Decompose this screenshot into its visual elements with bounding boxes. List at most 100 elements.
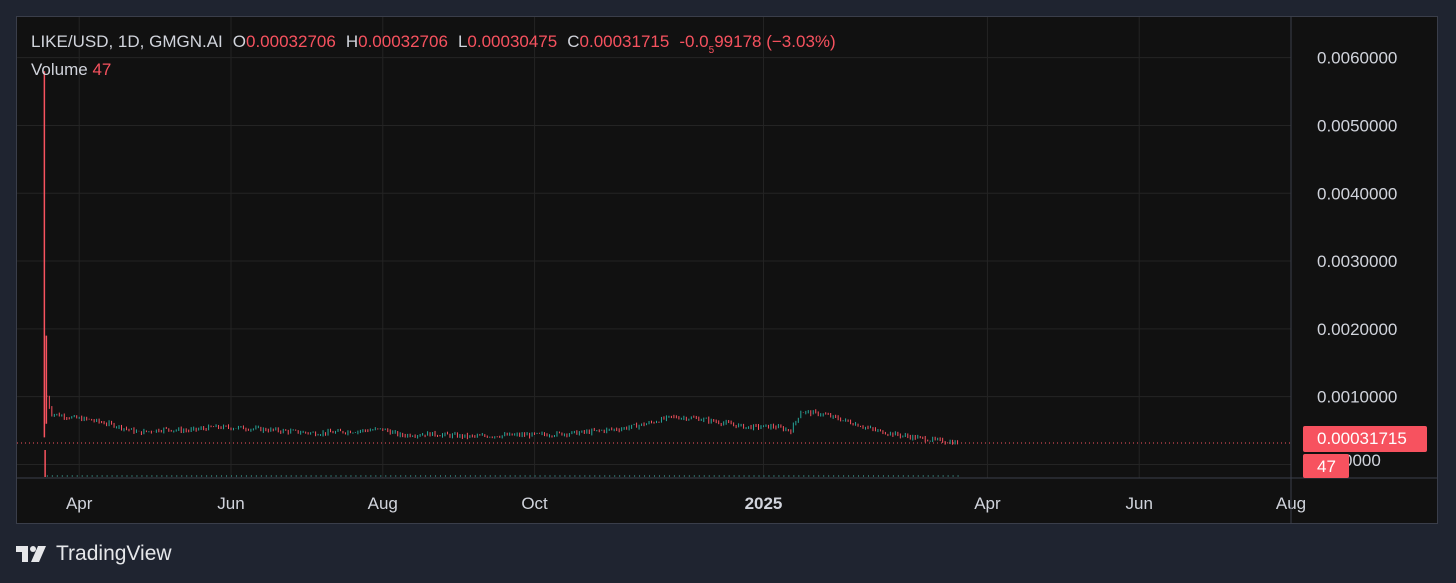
volume-bar xyxy=(549,475,551,477)
volume-bar xyxy=(718,475,720,477)
volume-bar xyxy=(484,475,486,477)
open-value: 0.00032706 xyxy=(246,32,336,51)
volume-bar xyxy=(360,475,362,477)
volume-bar xyxy=(569,475,571,477)
volume-bar xyxy=(897,475,899,477)
volume-bar xyxy=(355,475,357,477)
volume-bar xyxy=(181,475,183,477)
tradingview-branding[interactable]: TradingView xyxy=(16,542,172,566)
volume-bar xyxy=(146,475,148,477)
volume-bar xyxy=(534,475,536,477)
volume-bar xyxy=(509,475,511,477)
volume-bar xyxy=(584,475,586,477)
x-tick-label: Aug xyxy=(368,494,398,513)
volume-bar xyxy=(420,475,422,477)
tradingview-logo-icon xyxy=(16,546,46,562)
volume-bar xyxy=(191,475,193,477)
y-tick-label: 0.0040000 xyxy=(1317,184,1397,203)
volume-bar xyxy=(415,475,417,477)
volume-bar xyxy=(892,475,894,477)
volume-bar xyxy=(81,475,83,477)
volume-bar xyxy=(255,475,257,477)
volume-bar xyxy=(753,475,755,477)
volume-bar xyxy=(783,475,785,477)
volume-bar xyxy=(748,475,750,477)
volume-bar xyxy=(773,475,775,477)
volume-bar xyxy=(345,475,347,477)
volume-bar xyxy=(713,475,715,477)
volume-bar xyxy=(604,475,606,477)
y-tick-label: 0.0010000 xyxy=(1317,388,1397,407)
volume-bar xyxy=(663,475,665,477)
change-subscript: 5 xyxy=(708,45,715,56)
volume-bar xyxy=(121,475,123,477)
volume-bar xyxy=(728,475,730,477)
volume-bar xyxy=(61,475,63,477)
volume-bar xyxy=(410,475,412,477)
volume-bar xyxy=(544,475,546,477)
volume-bar xyxy=(96,475,98,477)
open-label: O xyxy=(232,32,246,51)
volume-bar xyxy=(594,475,596,477)
x-tick-label: Apr xyxy=(66,494,93,513)
x-tick-label: Apr xyxy=(974,494,1001,513)
volume-bar xyxy=(614,475,616,477)
volume-bar xyxy=(952,475,954,477)
volume-bar xyxy=(937,475,939,477)
volume-bar xyxy=(141,475,143,477)
volume-bar xyxy=(922,475,924,477)
volume-bar xyxy=(887,475,889,477)
close-label: C xyxy=(567,32,580,51)
volume-bar xyxy=(405,475,407,477)
x-tick-label: Jun xyxy=(217,494,244,513)
volume-bar xyxy=(688,475,690,477)
y-tick-label: 0.0060000 xyxy=(1317,49,1397,68)
volume-bar xyxy=(738,475,740,477)
volume-bar xyxy=(440,475,442,477)
ohlc-legend: LIKE/USD, 1D, GMGN.AI O0.00032706 H0.00032… xyxy=(31,32,836,56)
volume-bar xyxy=(668,475,670,477)
volume-bar xyxy=(221,475,223,477)
volume-bar xyxy=(768,475,770,477)
low-value: 0.00030475 xyxy=(467,32,558,51)
volume-bar xyxy=(858,475,860,477)
volume-bar xyxy=(644,475,646,477)
volume-bar xyxy=(758,475,760,477)
volume-bar xyxy=(260,475,262,477)
volume-bar xyxy=(539,475,541,477)
x-tick-label: 2025 xyxy=(745,494,783,513)
volume-bar xyxy=(86,475,88,477)
volume-bar xyxy=(106,475,108,477)
change-percent: (−3.03%) xyxy=(766,32,836,51)
volume-bar xyxy=(957,475,959,477)
candles xyxy=(17,71,1291,477)
volume-bar xyxy=(629,475,631,477)
volume-bar xyxy=(504,475,506,477)
high-value: 0.00032706 xyxy=(358,32,448,51)
volume-bar xyxy=(917,475,919,477)
volume-bar xyxy=(290,475,292,477)
volume-bar xyxy=(280,475,282,477)
volume-bar xyxy=(206,475,208,477)
volume-bar xyxy=(519,475,521,477)
volume-bar xyxy=(599,475,601,477)
volume-bar xyxy=(380,475,382,477)
chart-frame[interactable]: 0.0060000 0.0050000 0.0040000 0.0030000 0.00… xyxy=(16,16,1438,524)
volume-bar xyxy=(44,450,46,477)
volume-bar xyxy=(340,475,342,477)
volume-label: Volume xyxy=(31,60,88,79)
volume-bar xyxy=(673,475,675,477)
chart-canvas[interactable]: 0.0060000 0.0050000 0.0040000 0.0030000 0.00… xyxy=(17,17,1437,523)
volume-bar xyxy=(723,475,725,477)
change-prefix: -0.0 xyxy=(679,32,709,51)
volume-bar xyxy=(385,475,387,477)
volume-bar xyxy=(639,475,641,477)
y-tick-label: 0.0050000 xyxy=(1317,116,1397,135)
volume-bar xyxy=(435,475,437,477)
volume-bar xyxy=(803,475,805,477)
grid-lines xyxy=(17,17,1291,478)
tradingview-wordmark: TradingView xyxy=(56,542,172,565)
volume-bar xyxy=(365,475,367,477)
volume-bar xyxy=(235,475,237,477)
volume-bar xyxy=(579,475,581,477)
